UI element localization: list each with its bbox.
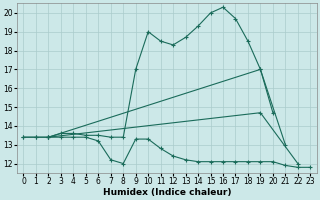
X-axis label: Humidex (Indice chaleur): Humidex (Indice chaleur) xyxy=(103,188,231,197)
